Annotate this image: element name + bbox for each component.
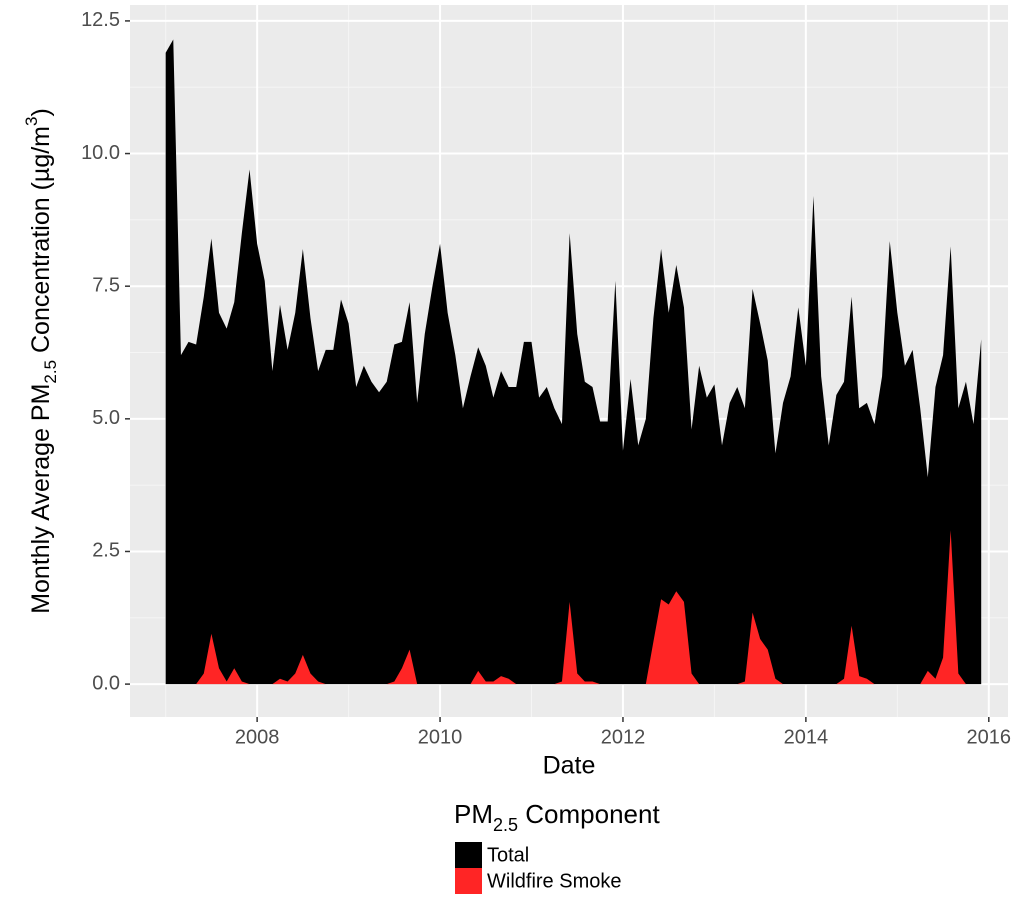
x-tick-label: 2014 <box>784 726 829 748</box>
legend-label: Total <box>487 844 529 866</box>
legend-title-part: Component <box>518 799 660 829</box>
area <box>165 39 982 685</box>
y-tick-label: 10.0 <box>81 142 120 164</box>
legend-label: Wildfire Smoke <box>487 870 621 892</box>
legend: Total Wildfire Smoke <box>455 842 621 894</box>
y-tick-label: 12.5 <box>81 9 120 31</box>
x-tick-label: 2010 <box>418 726 463 748</box>
y-tick-label: 5.0 <box>92 407 120 429</box>
x-tick-label: 2016 <box>967 726 1012 748</box>
axes: 0.0 2.5 5.0 7.5 10.0 12.5 2008 2010 2012 2014 2016 <box>81 9 1011 748</box>
y-tick-label: 2.5 <box>92 540 120 562</box>
y-title-sub: 2.5 <box>41 360 60 384</box>
legend-title-part: PM <box>454 799 493 829</box>
legend-key <box>455 868 482 894</box>
x-tick-label: 2008 <box>235 726 280 748</box>
x-tick-label: 2012 <box>601 726 646 748</box>
y-title-part: ) <box>27 108 55 116</box>
legend-title: PM2.5 Component <box>454 799 660 835</box>
y-tick-label: 0.0 <box>92 672 120 694</box>
legend-title-sub: 2.5 <box>493 815 518 835</box>
legend-key <box>455 842 482 868</box>
y-title-part: Monthly Average PM <box>27 384 55 614</box>
y-title-sup: 3 <box>22 117 41 126</box>
marks <box>165 39 982 685</box>
y-tick-label: 7.5 <box>92 274 120 296</box>
x-axis-title: Date <box>543 752 596 780</box>
area <box>165 530 982 685</box>
y-title-part: Concentration (µg/m <box>27 126 55 360</box>
y-axis-title: Monthly Average PM2.5 Concentration (µg/… <box>22 108 60 614</box>
